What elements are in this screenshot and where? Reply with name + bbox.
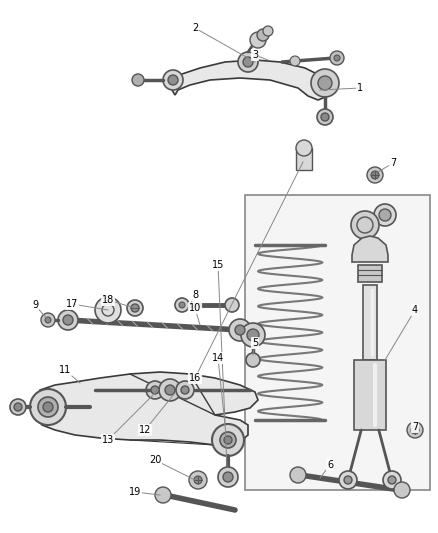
Circle shape bbox=[95, 297, 121, 323]
Circle shape bbox=[30, 389, 66, 425]
Text: 15: 15 bbox=[212, 260, 224, 270]
Polygon shape bbox=[35, 372, 258, 445]
Circle shape bbox=[241, 323, 265, 347]
Bar bbox=[296, 148, 312, 170]
Circle shape bbox=[257, 29, 269, 41]
Circle shape bbox=[45, 317, 51, 323]
Text: 1: 1 bbox=[357, 83, 363, 93]
Circle shape bbox=[223, 472, 233, 482]
Bar bbox=[354, 360, 386, 430]
Circle shape bbox=[212, 424, 244, 456]
Text: 9: 9 bbox=[32, 300, 38, 310]
Text: 19: 19 bbox=[129, 487, 141, 497]
Bar bbox=[363, 285, 377, 360]
Text: 11: 11 bbox=[59, 365, 71, 375]
Circle shape bbox=[41, 313, 55, 327]
Circle shape bbox=[58, 310, 78, 330]
Text: 14: 14 bbox=[212, 353, 224, 363]
Circle shape bbox=[351, 211, 379, 239]
Text: 6: 6 bbox=[327, 460, 333, 470]
Circle shape bbox=[235, 325, 245, 335]
Circle shape bbox=[146, 381, 164, 399]
Circle shape bbox=[290, 56, 300, 66]
Circle shape bbox=[151, 386, 159, 394]
Circle shape bbox=[218, 467, 238, 487]
Circle shape bbox=[175, 298, 189, 312]
Circle shape bbox=[168, 75, 178, 85]
Circle shape bbox=[131, 304, 139, 312]
Circle shape bbox=[367, 167, 383, 183]
Circle shape bbox=[179, 302, 185, 308]
Circle shape bbox=[334, 55, 340, 61]
Circle shape bbox=[290, 467, 306, 483]
Circle shape bbox=[394, 482, 410, 498]
Circle shape bbox=[225, 298, 239, 312]
Circle shape bbox=[14, 403, 22, 411]
Circle shape bbox=[371, 171, 379, 179]
Text: 18: 18 bbox=[102, 295, 114, 305]
Circle shape bbox=[132, 74, 144, 86]
Text: 8: 8 bbox=[192, 290, 198, 300]
Circle shape bbox=[243, 57, 253, 67]
Text: 4: 4 bbox=[412, 305, 418, 315]
Circle shape bbox=[383, 471, 401, 489]
Polygon shape bbox=[358, 265, 382, 282]
Circle shape bbox=[10, 399, 26, 415]
Circle shape bbox=[407, 422, 423, 438]
Text: 7: 7 bbox=[412, 422, 418, 432]
Circle shape bbox=[321, 113, 329, 121]
Circle shape bbox=[379, 209, 391, 221]
Circle shape bbox=[155, 487, 171, 503]
Circle shape bbox=[374, 204, 396, 226]
Circle shape bbox=[411, 426, 419, 434]
Circle shape bbox=[238, 52, 258, 72]
Text: 17: 17 bbox=[66, 299, 78, 309]
Text: 5: 5 bbox=[252, 338, 258, 348]
Text: 13: 13 bbox=[102, 435, 114, 445]
Text: 20: 20 bbox=[149, 455, 161, 465]
Circle shape bbox=[330, 51, 344, 65]
Circle shape bbox=[388, 476, 396, 484]
Polygon shape bbox=[170, 60, 332, 100]
Circle shape bbox=[247, 329, 259, 341]
Circle shape bbox=[344, 476, 352, 484]
Circle shape bbox=[250, 32, 266, 48]
Circle shape bbox=[63, 315, 73, 325]
Circle shape bbox=[339, 471, 357, 489]
Circle shape bbox=[194, 476, 202, 484]
Circle shape bbox=[181, 386, 189, 394]
Circle shape bbox=[224, 436, 232, 444]
Circle shape bbox=[318, 76, 332, 90]
Circle shape bbox=[165, 385, 175, 395]
Circle shape bbox=[246, 353, 260, 367]
Text: 12: 12 bbox=[139, 425, 151, 435]
Circle shape bbox=[220, 432, 236, 448]
Circle shape bbox=[38, 397, 58, 417]
Bar bbox=[245, 195, 430, 490]
Circle shape bbox=[311, 69, 339, 97]
Text: 16: 16 bbox=[189, 373, 201, 383]
Circle shape bbox=[229, 319, 251, 341]
Polygon shape bbox=[352, 236, 388, 262]
Text: 3: 3 bbox=[252, 50, 258, 60]
Circle shape bbox=[317, 109, 333, 125]
Text: 7: 7 bbox=[390, 158, 396, 168]
Circle shape bbox=[159, 379, 181, 401]
Circle shape bbox=[163, 70, 183, 90]
Circle shape bbox=[296, 140, 312, 156]
Circle shape bbox=[127, 300, 143, 316]
Text: 2: 2 bbox=[192, 23, 198, 33]
Circle shape bbox=[43, 402, 53, 412]
Circle shape bbox=[263, 26, 273, 36]
Text: 10: 10 bbox=[189, 303, 201, 313]
Circle shape bbox=[176, 381, 194, 399]
Circle shape bbox=[189, 471, 207, 489]
